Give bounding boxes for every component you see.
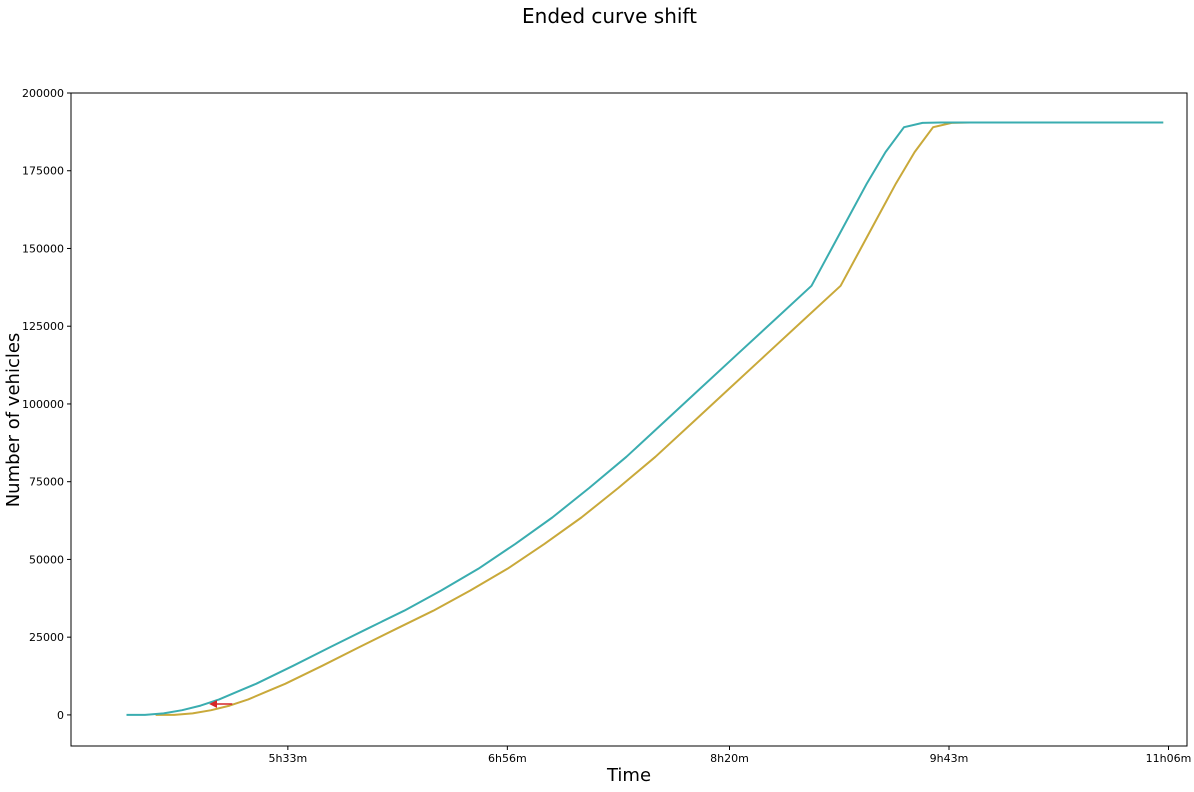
x-tick-label: 8h20m (710, 752, 749, 765)
y-tick-label: 0 (57, 709, 64, 722)
y-tick-label: 125000 (22, 320, 64, 333)
plot-frame (70, 92, 1188, 747)
y-axis-label: Number of vehicles (3, 333, 24, 508)
x-tick-label: 11h06m (1146, 752, 1192, 765)
x-axis-label: Time (606, 765, 651, 786)
series-line-1 (155, 121, 1164, 716)
chart-title: Ended curve shift (522, 4, 697, 28)
y-tick-label: 150000 (22, 242, 64, 255)
x-tick-label: 6h56m (488, 752, 527, 765)
y-tick-label: 75000 (29, 476, 64, 489)
y-tick-label: 200000 (22, 87, 64, 100)
y-tick-label: 175000 (22, 165, 64, 178)
x-tick-label: 5h33m (269, 752, 308, 765)
y-tick-label: 25000 (29, 631, 64, 644)
y-tick-label: 50000 (29, 553, 64, 566)
x-tick-label: 9h43m (930, 752, 969, 765)
axes: 5h33m 6h56m 8h20m 9h43m 11h06m 0 25000 50000 750… (22, 87, 1191, 765)
plot-area (126, 121, 1164, 716)
y-tick-label: 100000 (22, 398, 64, 411)
series-line-2 (126, 121, 1164, 716)
